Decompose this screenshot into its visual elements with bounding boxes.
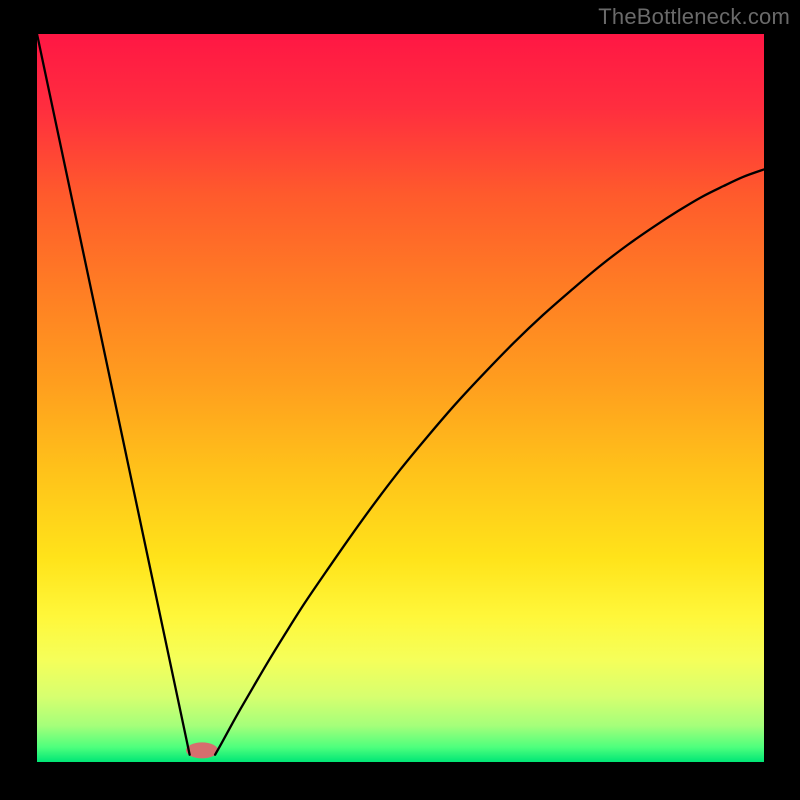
watermark-text: TheBottleneck.com	[598, 4, 790, 30]
plot-area	[37, 34, 764, 762]
chart-container: TheBottleneck.com	[0, 0, 800, 800]
gradient-background	[37, 34, 764, 762]
bottleneck-marker	[186, 742, 218, 758]
chart-svg	[37, 34, 764, 762]
